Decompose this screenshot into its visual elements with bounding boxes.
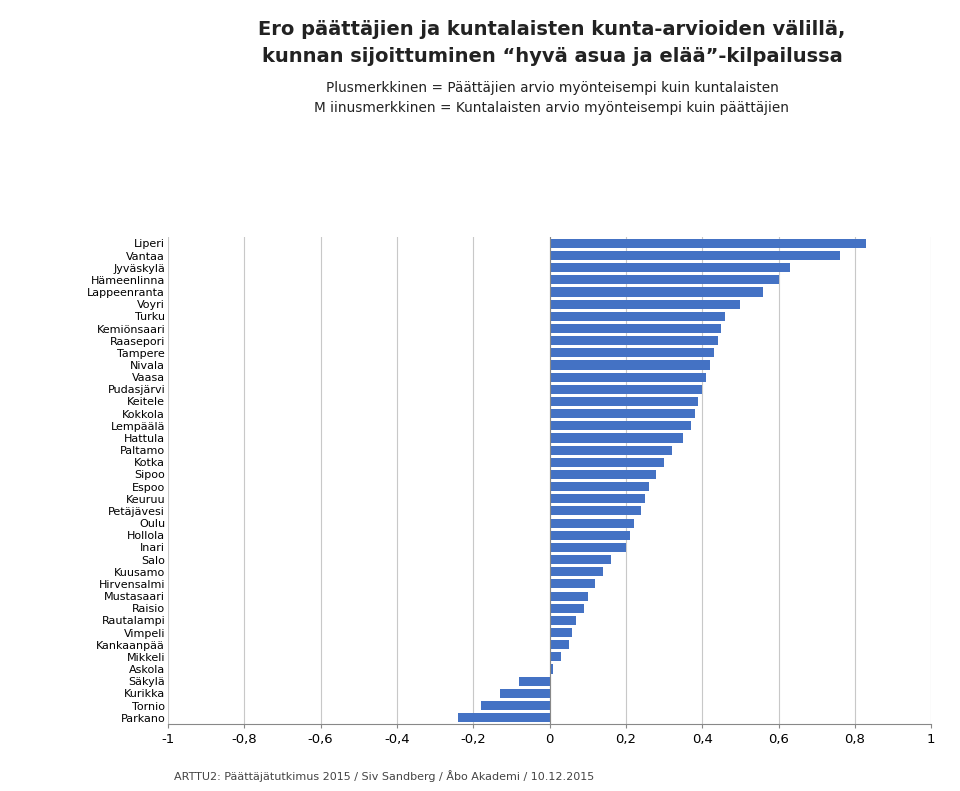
Bar: [549, 336, 717, 345]
Bar: [549, 494, 645, 503]
Bar: [549, 433, 684, 442]
Bar: [549, 506, 641, 516]
Bar: [549, 263, 790, 272]
Bar: [549, 482, 649, 491]
Bar: [549, 458, 664, 467]
Bar: [549, 384, 702, 394]
Bar: [519, 676, 549, 686]
Bar: [549, 275, 779, 285]
Bar: [549, 422, 691, 430]
Bar: [549, 519, 634, 528]
Bar: [549, 470, 657, 479]
Bar: [549, 445, 672, 455]
Bar: [549, 300, 740, 308]
Text: Ero päättäjien ja kuntalaisten kunta-arvioiden välillä,: Ero päättäjien ja kuntalaisten kunta-arv…: [258, 20, 846, 39]
Bar: [500, 689, 549, 698]
Bar: [549, 543, 626, 552]
Bar: [549, 592, 588, 600]
Bar: [549, 640, 568, 649]
Bar: [549, 361, 709, 369]
Bar: [549, 555, 611, 564]
Bar: [549, 628, 572, 637]
Text: M iinusmerkkinen = Kuntalaisten arvio myönteisempi kuin päättäjien: M iinusmerkkinen = Kuntalaisten arvio my…: [315, 101, 789, 115]
Bar: [549, 324, 721, 333]
Bar: [549, 531, 630, 539]
Bar: [549, 604, 584, 613]
Text: kunnan sijoittuminen “hyvä asua ja elää”-kilpailussa: kunnan sijoittuminen “hyvä asua ja elää”…: [262, 47, 842, 66]
Bar: [549, 239, 866, 248]
Bar: [549, 664, 553, 674]
Bar: [549, 409, 695, 418]
Text: ARTTU2: Päättäjätutkimus 2015 / Siv Sandberg / Åbo Akademi / 10.12.2015: ARTTU2: Päättäjätutkimus 2015 / Siv Sand…: [174, 770, 594, 782]
Text: Plusmerkkinen = Päättäjien arvio myönteisempi kuin kuntalaisten: Plusmerkkinen = Päättäjien arvio myöntei…: [325, 81, 779, 95]
Bar: [549, 251, 840, 260]
Bar: [549, 287, 763, 297]
Bar: [549, 579, 595, 589]
Bar: [549, 653, 561, 661]
Bar: [549, 312, 725, 321]
Bar: [549, 373, 706, 382]
Bar: [458, 713, 549, 722]
Bar: [549, 616, 576, 625]
Bar: [549, 348, 713, 358]
Bar: [549, 567, 603, 577]
Bar: [481, 701, 549, 710]
Bar: [549, 397, 699, 406]
